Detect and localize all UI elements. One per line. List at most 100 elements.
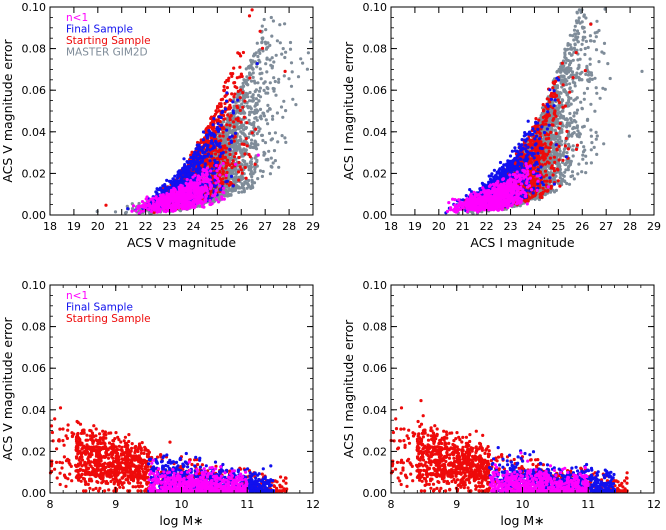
point <box>165 178 169 182</box>
x-tick-label: 24 <box>186 220 200 233</box>
point <box>228 147 232 151</box>
point <box>202 177 206 181</box>
point <box>199 189 203 193</box>
point <box>288 40 293 45</box>
point <box>273 159 277 163</box>
point <box>251 75 255 79</box>
point <box>262 111 266 115</box>
point <box>262 153 266 157</box>
point <box>261 138 265 143</box>
point <box>254 127 258 131</box>
legend-entry: Final Sample <box>66 24 133 36</box>
point <box>280 134 284 138</box>
point <box>218 184 222 188</box>
point <box>250 95 254 99</box>
point <box>264 118 268 122</box>
point <box>198 176 203 180</box>
point <box>225 99 229 103</box>
point <box>214 189 218 193</box>
point <box>131 204 136 208</box>
point <box>178 170 182 175</box>
point <box>181 199 185 203</box>
point <box>220 167 224 171</box>
point <box>203 155 207 159</box>
point <box>113 210 118 214</box>
point <box>172 187 176 191</box>
point <box>262 17 266 22</box>
point <box>147 207 151 212</box>
point <box>179 190 183 194</box>
point <box>257 99 261 103</box>
point <box>222 89 226 93</box>
point <box>191 175 195 179</box>
point <box>229 174 234 178</box>
point <box>301 61 305 65</box>
point <box>245 92 250 96</box>
point <box>248 121 252 125</box>
point <box>152 202 156 206</box>
point <box>214 148 218 152</box>
point <box>248 105 252 109</box>
point <box>214 109 218 113</box>
point <box>229 139 233 143</box>
point <box>182 157 186 161</box>
point <box>271 117 275 121</box>
point <box>268 81 272 85</box>
point <box>266 122 270 126</box>
point <box>198 199 202 203</box>
point <box>252 120 256 124</box>
point <box>220 110 224 115</box>
point <box>193 150 197 154</box>
point <box>243 152 247 156</box>
point <box>164 210 168 214</box>
point <box>290 70 294 74</box>
point <box>187 182 191 187</box>
point <box>252 54 256 58</box>
point <box>183 172 187 176</box>
point <box>271 19 275 23</box>
point <box>252 79 256 83</box>
point <box>218 154 222 159</box>
point <box>225 194 230 198</box>
point <box>218 102 222 106</box>
point <box>191 168 195 172</box>
point <box>203 199 207 203</box>
point <box>272 76 276 80</box>
y-tick-label: 0.04 <box>22 126 47 139</box>
point <box>294 103 298 107</box>
point <box>254 88 258 92</box>
point <box>194 198 198 202</box>
point <box>266 109 270 113</box>
point <box>250 8 254 12</box>
point <box>173 209 177 213</box>
point <box>202 180 206 184</box>
point <box>227 163 232 167</box>
point <box>213 192 217 196</box>
point <box>203 184 207 188</box>
point <box>263 80 267 84</box>
point <box>158 208 162 212</box>
point <box>281 115 285 119</box>
point <box>237 144 241 148</box>
point <box>240 85 245 89</box>
x-tick-label: 20 <box>91 220 105 233</box>
point <box>185 178 189 182</box>
point <box>232 66 236 70</box>
point <box>221 134 225 138</box>
data-points <box>444 7 644 216</box>
point <box>219 123 223 127</box>
point <box>249 169 253 173</box>
y-tick-label: 0.02 <box>22 167 47 180</box>
point <box>218 145 222 149</box>
point <box>239 88 243 92</box>
point <box>260 46 265 50</box>
point <box>104 203 108 207</box>
point <box>265 56 269 60</box>
point <box>174 184 178 188</box>
point <box>237 52 241 56</box>
point <box>284 109 288 113</box>
point <box>284 50 288 54</box>
x-tick-label: 28 <box>282 220 296 233</box>
point <box>204 194 208 198</box>
point <box>231 184 235 188</box>
